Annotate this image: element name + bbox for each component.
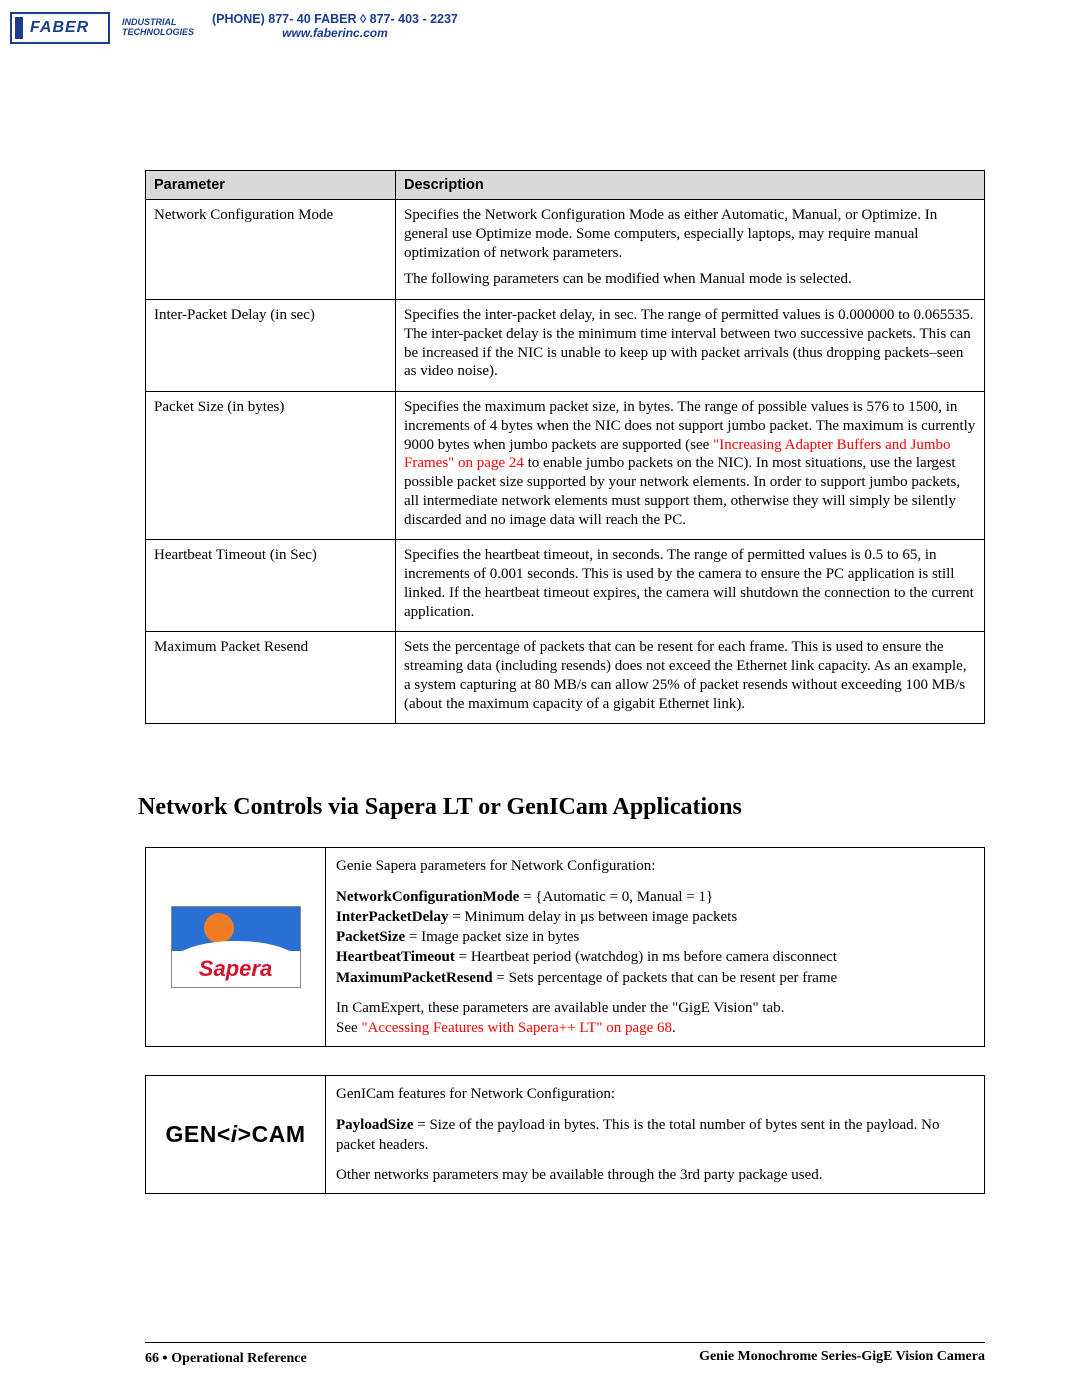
genicam-box: GEN<i>CAM GenICam features for Network C… [145, 1075, 985, 1194]
param-val: = Image packet size in bytes [405, 929, 579, 945]
parameter-table: Parameter Description Network Configurat… [145, 170, 985, 724]
param-desc-cell: Specifies the inter-packet delay, in sec… [396, 300, 985, 392]
main-content: Parameter Description Network Configurat… [145, 170, 985, 1222]
sapera-content-cell: Genie Sapera parameters for Network Conf… [326, 848, 985, 1047]
param-key: NetworkConfigurationMode [336, 889, 519, 905]
param-desc-cell: Specifies the maximum packet size, in by… [396, 392, 985, 540]
sapera-box: Sapera Genie Sapera parameters for Netwo… [145, 847, 985, 1047]
logo-sub-line1: INDUSTRIAL [122, 17, 177, 27]
sapera-tail: In CamExpert, these parameters are avail… [336, 998, 974, 1039]
sapera-param-line: NetworkConfigurationMode = {Automatic = … [336, 887, 974, 907]
desc-paragraph: Specifies the inter-packet delay, in sec… [404, 306, 976, 381]
sapera-intro: Genie Sapera parameters for Network Conf… [336, 856, 974, 876]
page-footer: 66 • Operational Reference Genie Monochr… [145, 1342, 985, 1367]
param-desc-cell: Specifies the heartbeat timeout, in seco… [396, 540, 985, 632]
footer-right: Genie Monochrome Series-GigE Vision Came… [699, 1349, 985, 1367]
genicam-content-cell: GenICam features for Network Configurati… [326, 1076, 985, 1194]
genicam-tail: Other networks parameters may be availab… [336, 1165, 974, 1185]
genicam-intro: GenICam features for Network Configurati… [336, 1084, 974, 1104]
footer-row: 66 • Operational Reference Genie Monochr… [145, 1349, 985, 1367]
sapera-param-line: MaximumPacketResend = Sets percentage of… [336, 968, 974, 988]
tail-post: . [672, 1020, 676, 1036]
table-row: Packet Size (in bytes) Specifies the max… [146, 392, 985, 540]
col-description: Description [396, 171, 985, 200]
desc-paragraph: Specifies the Network Configuration Mode… [404, 206, 976, 262]
param-val: = Size of the payload in bytes. This is … [336, 1117, 940, 1153]
table-row: Network Configuration Mode Specifies the… [146, 200, 985, 300]
logo-stripe [15, 17, 23, 39]
param-name-cell: Inter-Packet Delay (in sec) [146, 300, 396, 392]
logo-text: FABER [30, 19, 89, 37]
logo-subtext: INDUSTRIAL TECHNOLOGIES [122, 18, 194, 38]
sapera-logo: Sapera [171, 906, 301, 988]
contact-block: (PHONE) 877- 40 FABER ◊ 877- 403 - 2237 … [212, 12, 458, 40]
cross-ref-link[interactable]: "Accessing Features with Sapera++ LT" on… [361, 1020, 672, 1036]
param-key: HeartbeatTimeout [336, 949, 455, 965]
genicam-logo-cell: GEN<i>CAM [146, 1076, 326, 1194]
page-number: 66 [145, 1351, 159, 1366]
logo-sub-line2: TECHNOLOGIES [122, 27, 194, 37]
table-header-row: Parameter Description [146, 171, 985, 200]
tail-line1: In CamExpert, these parameters are avail… [336, 1000, 784, 1016]
param-name-cell: Heartbeat Timeout (in Sec) [146, 540, 396, 632]
sapera-param-line: HeartbeatTimeout = Heartbeat period (wat… [336, 947, 974, 967]
sapera-params: NetworkConfigurationMode = {Automatic = … [336, 887, 974, 988]
col-parameter: Parameter [146, 171, 396, 200]
bullet-icon: • [163, 1349, 172, 1365]
sapera-logo-text: Sapera [172, 954, 300, 984]
param-desc-cell: Sets the percentage of packets that can … [396, 632, 985, 724]
desc-paragraph: Specifies the maximum packet size, in by… [404, 398, 976, 529]
table-row: Inter-Packet Delay (in sec) Specifies th… [146, 300, 985, 392]
footer-left: 66 • Operational Reference [145, 1349, 307, 1367]
table-row: Maximum Packet Resend Sets the percentag… [146, 632, 985, 724]
param-val: = Minimum delay in µs between image pack… [448, 909, 737, 925]
sapera-logo-cell: Sapera [146, 848, 326, 1047]
phone-text: (PHONE) 877- 40 FABER ◊ 877- 403 - 2237 [212, 12, 458, 26]
desc-paragraph: Sets the percentage of packets that can … [404, 638, 976, 713]
param-name-cell: Maximum Packet Resend [146, 632, 396, 724]
param-key: MaximumPacketResend [336, 970, 493, 986]
faber-logo: FABER [10, 12, 110, 44]
tail-see: See [336, 1020, 361, 1036]
sapera-param-line: InterPacketDelay = Minimum delay in µs b… [336, 907, 974, 927]
page-header: FABER INDUSTRIAL TECHNOLOGIES (PHONE) 87… [10, 12, 458, 44]
url-text: www.faberinc.com [212, 26, 458, 40]
sapera-param-line: PacketSize = Image packet size in bytes [336, 927, 974, 947]
param-desc-cell: Specifies the Network Configuration Mode… [396, 200, 985, 300]
footer-rule [145, 1342, 985, 1343]
desc-paragraph: The following parameters can be modified… [404, 270, 976, 289]
param-key: InterPacketDelay [336, 909, 448, 925]
section-heading: Network Controls via Sapera LT or GenICa… [138, 794, 985, 821]
genicam-logo: GEN<i>CAM [166, 1121, 306, 1147]
param-name-cell: Packet Size (in bytes) [146, 392, 396, 540]
param-key: PayloadSize [336, 1117, 414, 1133]
footer-left-label: Operational Reference [171, 1351, 306, 1366]
param-name-cell: Network Configuration Mode [146, 200, 396, 300]
param-val: = {Automatic = 0, Manual = 1} [519, 889, 713, 905]
genicam-param-line: PayloadSize = Size of the payload in byt… [336, 1115, 974, 1156]
desc-paragraph: Specifies the heartbeat timeout, in seco… [404, 546, 976, 621]
sapera-sun-icon [204, 913, 234, 943]
param-val: = Heartbeat period (watchdog) in ms befo… [455, 949, 837, 965]
param-key: PacketSize [336, 929, 405, 945]
table-row: Heartbeat Timeout (in Sec) Specifies the… [146, 540, 985, 632]
param-val: = Sets percentage of packets that can be… [493, 970, 838, 986]
